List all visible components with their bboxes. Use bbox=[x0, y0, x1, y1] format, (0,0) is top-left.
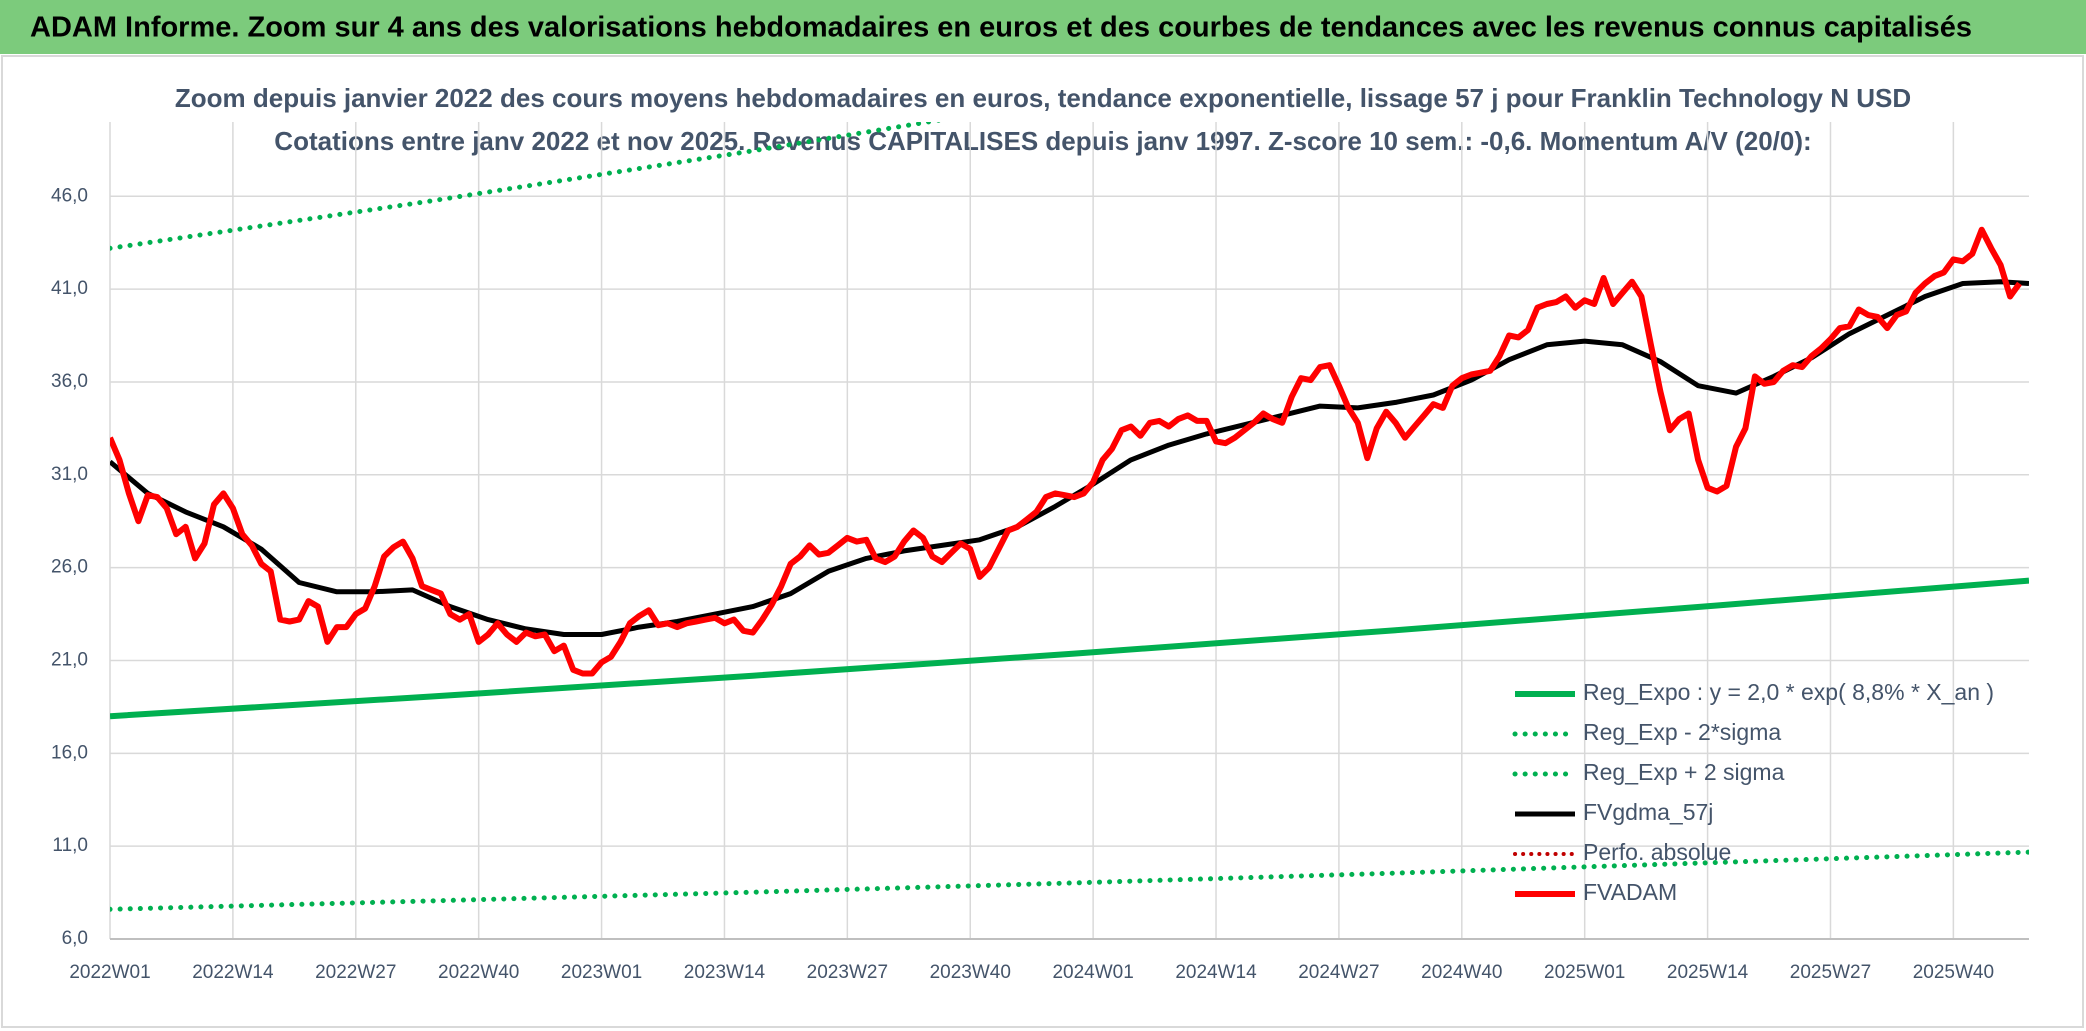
legend-label: Reg_Exp - 2*sigma bbox=[1583, 719, 1781, 745]
x-tick-label: 2024W01 bbox=[1052, 962, 1133, 983]
y-tick-label: 21,0 bbox=[51, 649, 88, 670]
y-tick-label: 31,0 bbox=[51, 464, 88, 485]
x-tick-label: 2024W27 bbox=[1298, 962, 1379, 983]
x-tick-label: 2025W14 bbox=[1667, 962, 1749, 983]
chart-subtitle: Cotations entre janv 2022 et nov 2025. R… bbox=[274, 126, 1811, 156]
x-tick-label: 2022W27 bbox=[315, 962, 396, 983]
series-line bbox=[110, 577, 2029, 720]
x-tick-label: 2025W40 bbox=[1913, 962, 1994, 983]
header-title: ADAM Informe. Zoom sur 4 ans des valoris… bbox=[30, 12, 1972, 44]
legend-label: Reg_Exp + 2 sigma bbox=[1583, 759, 1785, 785]
series-line bbox=[110, 226, 2022, 677]
x-tick-label: 2024W40 bbox=[1421, 962, 1502, 983]
x-tick-label: 2024W14 bbox=[1175, 962, 1257, 983]
legend-label: FVADAM bbox=[1583, 879, 1677, 905]
x-tick-label: 2025W27 bbox=[1790, 962, 1871, 983]
y-tick-label: 11,0 bbox=[52, 835, 88, 856]
series-line bbox=[110, 122, 944, 251]
x-tick-label: 2025W01 bbox=[1544, 962, 1625, 983]
y-tick-label: 46,0 bbox=[51, 185, 88, 206]
x-tick-label: 2022W40 bbox=[438, 962, 519, 983]
y-tick-label: 41,0 bbox=[51, 278, 88, 299]
legend-label: Reg_Expo : y = 2,0 * exp( 8,8% * X_an ) bbox=[1583, 679, 1994, 705]
x-tick-label: 2022W14 bbox=[192, 962, 274, 983]
x-tick-label: 2023W27 bbox=[807, 962, 888, 983]
header-bar bbox=[0, 0, 2086, 54]
x-tick-label: 2022W01 bbox=[69, 962, 150, 983]
y-tick-label: 36,0 bbox=[51, 371, 88, 392]
chart-frame bbox=[1, 55, 2084, 1028]
y-tick-label: 26,0 bbox=[51, 557, 88, 578]
y-tick-label: 16,0 bbox=[51, 742, 88, 763]
x-tick-label: 2023W14 bbox=[684, 962, 766, 983]
y-tick-label: 6,0 bbox=[62, 928, 88, 949]
x-tick-label: 2023W40 bbox=[930, 962, 1011, 983]
x-tick-label: 2023W01 bbox=[561, 962, 642, 983]
legend-label: Perfo. absolue bbox=[1583, 839, 1731, 865]
legend-label: FVgdma_57j bbox=[1583, 799, 1713, 825]
series-line bbox=[110, 849, 2029, 912]
chart-title: Zoom depuis janvier 2022 des cours moyen… bbox=[175, 83, 1911, 113]
